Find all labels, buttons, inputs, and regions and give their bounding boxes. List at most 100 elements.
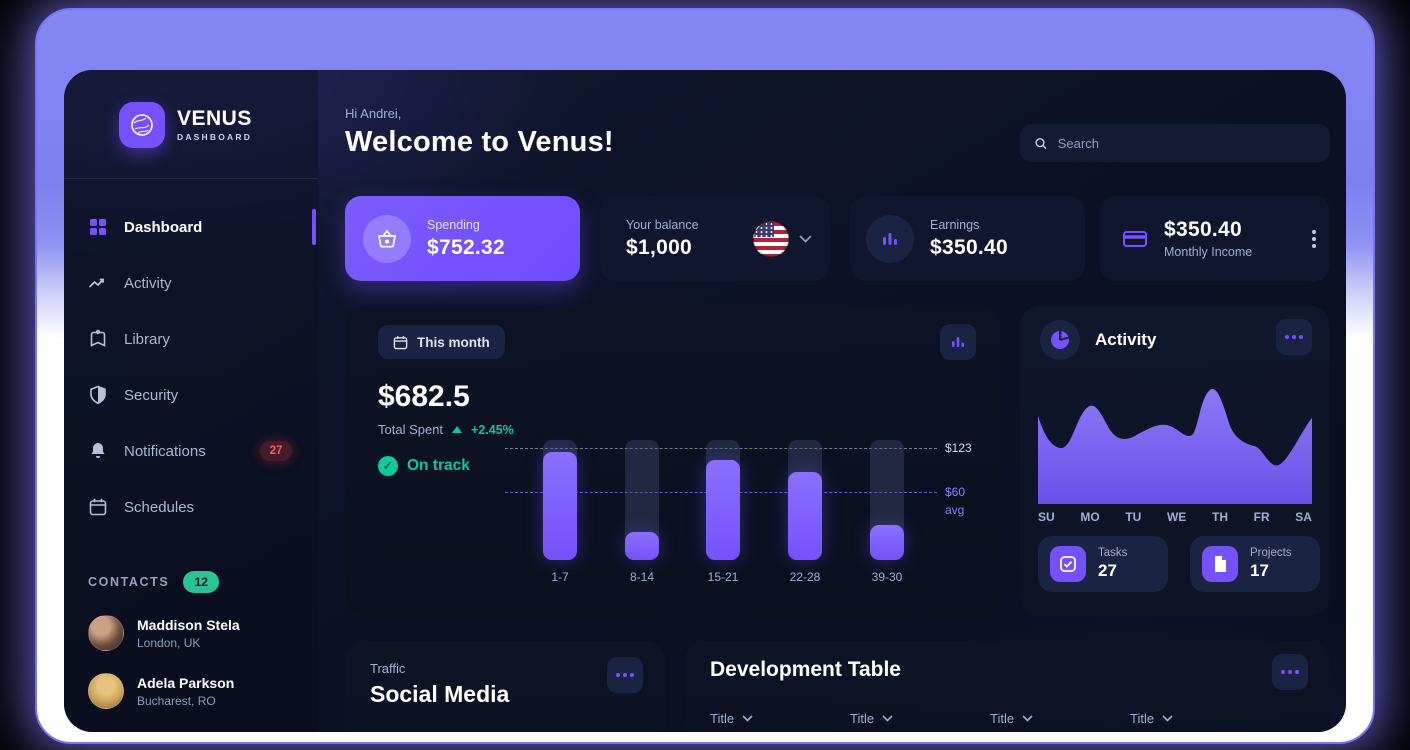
tasks-value: 27 xyxy=(1098,561,1117,580)
monthly-income-card[interactable]: $350.40 Monthly Income xyxy=(1100,196,1330,281)
calendar-icon xyxy=(393,335,408,349)
activity-title: Activity xyxy=(1095,330,1157,349)
income-value: $350.40 xyxy=(1164,218,1243,241)
trend-icon xyxy=(88,273,108,293)
logo: VENUS DASHBOARD xyxy=(64,70,318,148)
app-window: VENUS DASHBOARD Dashboard Activity Libra… xyxy=(64,70,1346,732)
traffic-panel: Traffic Social Media xyxy=(345,641,665,732)
main-content: Hi Andrei, Welcome to Venus! Spending $7… xyxy=(318,70,1346,732)
ontrack-status: On track xyxy=(407,457,470,474)
bar-value xyxy=(625,532,659,560)
kebab-menu-icon[interactable] xyxy=(1312,229,1316,248)
bar-category-label: 39-30 xyxy=(871,570,903,584)
avatar xyxy=(88,615,124,651)
traffic-menu-button[interactable] xyxy=(607,657,643,693)
sidebar-divider xyxy=(64,178,318,179)
table-header-row: Title Title Title Title xyxy=(710,711,1270,726)
spending-card[interactable]: Spending $752.32 xyxy=(345,196,580,281)
spending-chart-panel: This month $682.5 Total Spent +2.45% ✓ O… xyxy=(345,306,1000,616)
max-reference-line xyxy=(505,448,937,449)
bar-category-label: 22-28 xyxy=(789,570,821,584)
bar-value xyxy=(543,452,577,560)
period-selector-button[interactable]: This month xyxy=(378,325,505,359)
activity-area-chart xyxy=(1038,382,1312,504)
chevron-down-icon xyxy=(882,715,893,722)
chevron-down-icon[interactable] xyxy=(799,234,812,243)
balance-value: $1,000 xyxy=(626,235,693,259)
trend-up-icon xyxy=(452,426,463,433)
active-indicator xyxy=(312,209,316,245)
total-spent-amount: $682.5 xyxy=(378,380,470,413)
bar-category-label: 8-14 xyxy=(629,570,655,584)
bell-icon xyxy=(88,441,108,461)
weekday-label: TU xyxy=(1125,510,1142,524)
sidebar-item-schedules[interactable]: Schedules xyxy=(64,487,318,527)
search-bar[interactable] xyxy=(1020,124,1330,162)
calendar-icon xyxy=(88,497,108,517)
bar-group-22-28[interactable] xyxy=(788,440,822,560)
bar-chart-icon xyxy=(866,214,914,263)
us-flag-icon xyxy=(753,220,789,257)
avg-line-label: $60 xyxy=(945,485,966,499)
check-square-icon xyxy=(1050,546,1086,582)
sidebar-item-library[interactable]: Library xyxy=(64,319,318,359)
bar-group-15-21[interactable] xyxy=(706,440,740,560)
bar-value xyxy=(870,525,904,560)
sidebar-item-dashboard[interactable]: Dashboard xyxy=(64,207,318,247)
chart-toggle-button[interactable] xyxy=(940,324,976,360)
ellipsis-icon xyxy=(616,673,634,677)
ellipsis-icon xyxy=(1285,335,1303,339)
sidebar: VENUS DASHBOARD Dashboard Activity Libra… xyxy=(64,70,318,732)
sidebar-item-security[interactable]: Security xyxy=(64,375,318,415)
devtable-menu-button[interactable] xyxy=(1272,654,1308,690)
contact-item[interactable]: Adela Parkson Bucharest, RO xyxy=(64,673,318,709)
contact-location: Bucharest, RO xyxy=(137,693,216,708)
chevron-down-icon xyxy=(742,715,753,722)
max-line-label: $123 xyxy=(945,441,972,455)
delta-percent: +2.45% xyxy=(471,422,514,437)
mini-bars-icon xyxy=(952,337,964,347)
sidebar-item-label: Security xyxy=(124,386,179,404)
projects-value: 17 xyxy=(1250,561,1269,580)
ellipsis-icon xyxy=(1281,670,1299,674)
bar-category-label: 1-7 xyxy=(551,570,569,584)
sidebar-item-activity[interactable]: Activity xyxy=(64,263,318,303)
grid-icon xyxy=(88,217,108,237)
bar-value xyxy=(788,472,822,560)
contacts-count-badge: 12 xyxy=(183,571,220,593)
bar-group-8-14[interactable] xyxy=(625,440,659,560)
bar-category-label: 15-21 xyxy=(707,570,739,584)
balance-card[interactable]: Your balance $1,000 xyxy=(600,196,830,281)
column-title: Title xyxy=(990,711,1015,726)
table-column-header[interactable]: Title xyxy=(710,711,850,726)
tasks-card[interactable]: Tasks 27 xyxy=(1038,536,1168,592)
table-column-header[interactable]: Title xyxy=(1130,711,1270,726)
weekday-label: SA xyxy=(1295,510,1312,524)
table-column-header[interactable]: Title xyxy=(850,711,990,726)
weekday-label: SU xyxy=(1038,510,1055,524)
table-column-header[interactable]: Title xyxy=(990,711,1130,726)
bar-group-39-30[interactable] xyxy=(870,440,904,560)
development-table-panel: Development Table Title Title Title Titl… xyxy=(685,641,1330,732)
chevron-down-icon xyxy=(1162,715,1173,722)
projects-card[interactable]: Projects 17 xyxy=(1190,536,1320,592)
weekday-label: TH xyxy=(1211,510,1228,524)
tasks-label: Tasks xyxy=(1098,547,1128,559)
earnings-card[interactable]: Earnings $350.40 xyxy=(850,196,1085,281)
contact-name: Adela Parkson xyxy=(137,674,235,691)
activity-menu-button[interactable] xyxy=(1276,319,1312,355)
projects-label: Projects xyxy=(1250,547,1292,559)
contact-item[interactable]: Maddison Stela London, UK xyxy=(64,615,318,651)
contact-location: London, UK xyxy=(137,635,201,650)
sidebar-item-label: Activity xyxy=(124,274,172,292)
bar-group-1-7[interactable] xyxy=(543,440,577,560)
earnings-label: Earnings xyxy=(930,217,980,232)
column-title: Title xyxy=(710,711,735,726)
greeting-text: Hi Andrei, xyxy=(345,106,402,121)
sidebar-item-notifications[interactable]: Notifications 27 xyxy=(64,431,318,471)
search-input[interactable] xyxy=(1057,135,1316,151)
chevron-down-icon xyxy=(1022,715,1033,722)
weekday-axis: SU MO TU WE TH FR SA xyxy=(1038,510,1312,524)
spending-value: $752.32 xyxy=(427,235,506,259)
app-name: VENUS xyxy=(177,107,252,130)
